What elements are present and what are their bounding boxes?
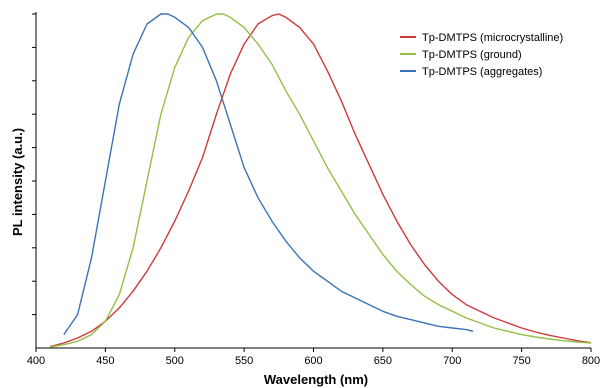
series-line-2 (49, 13, 592, 348)
x-axis-title: Wavelength (nm) (264, 372, 368, 387)
x-tick-label: 800 (582, 355, 600, 367)
x-tick-label: 700 (443, 355, 461, 367)
series-line-3 (63, 13, 474, 335)
x-tick-label: 450 (96, 355, 114, 367)
series-layer (49, 13, 592, 348)
legend: Tp-DMTPS (microcrystalline) Tp-DMTPS (gro… (400, 32, 563, 78)
x-tick-label: 500 (166, 355, 184, 367)
legend-label: Tp-DMTPS (microcrystalline) (422, 32, 563, 44)
x-tick-label: 750 (512, 355, 530, 367)
series-line-1 (49, 13, 592, 348)
x-tick-label: 550 (235, 355, 253, 367)
legend-label: Tp-DMTPS (ground) (422, 49, 522, 61)
x-tick-label: 650 (374, 355, 392, 367)
legend-label: Tp-DMTPS (aggregates) (422, 66, 542, 78)
axes: 400 450 500 550 600 650 700 750 800 (27, 12, 600, 367)
x-tick-label: 600 (304, 355, 322, 367)
y-axis-title: PL intensity (a.u.) (10, 128, 25, 236)
x-tick-label: 400 (27, 355, 45, 367)
